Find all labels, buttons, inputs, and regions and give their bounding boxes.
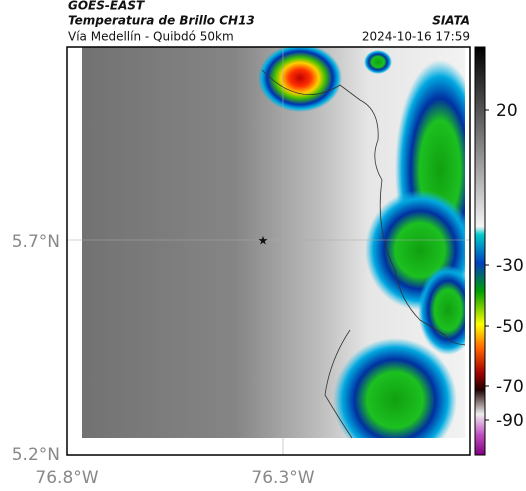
satellite-image (82, 47, 465, 438)
source: GOES-EAST (68, 0, 145, 13)
colorbar-label: -30 (496, 256, 524, 276)
colorbar-label: -90 (496, 411, 524, 431)
title: Temperatura de Brillo CH13 (68, 14, 255, 28)
lon-label: 76.3°W (251, 468, 314, 488)
colorbar-ticks (485, 109, 489, 421)
colorbar-label: -50 (496, 317, 524, 337)
lon-label: 76.8°W (35, 468, 98, 488)
colorbar-label: -70 (496, 377, 524, 397)
lat-label: 5.2°N (12, 445, 60, 465)
location-star: ★ (258, 234, 269, 248)
timestamp: 2024-10-16 17:59 (362, 30, 470, 44)
subtitle: Vía Medellín - Quibdó 50km (68, 30, 234, 44)
map-frame (66, 46, 471, 456)
lat-label: 5.7°N (12, 232, 60, 252)
colorbar (474, 46, 486, 456)
brand: SIATA (432, 14, 470, 28)
colorbar-label: 20 (496, 101, 518, 121)
